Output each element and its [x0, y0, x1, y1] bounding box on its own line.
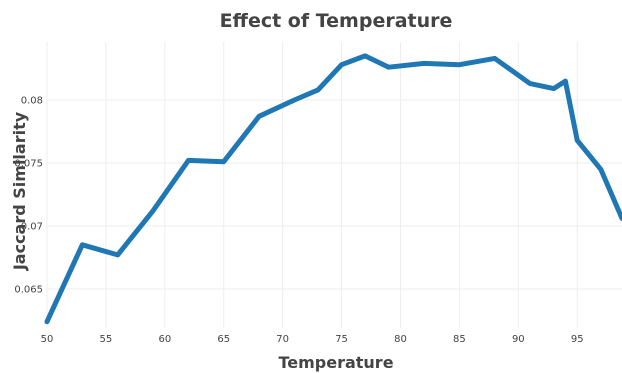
x-tick-label: 85 [453, 334, 466, 345]
horizontal-gridlines [47, 99, 622, 290]
series-line-temperature [44, 53, 622, 325]
x-tick-label: 95 [571, 334, 584, 345]
y-axis-tick-labels: 0.065 0.07 0.075 0.08 [14, 95, 43, 295]
y-tick-label: 0.08 [21, 95, 43, 106]
y-tick-label: 0.075 [14, 158, 43, 169]
x-axis-tick-labels: 50 55 60 65 70 75 80 85 90 95 [41, 334, 584, 345]
x-tick-label: 50 [41, 334, 54, 345]
x-tick-label: 65 [217, 334, 230, 345]
y-axis-title: Jaccard Similarity [10, 111, 29, 271]
x-tick-label: 55 [100, 334, 113, 345]
x-tick-label: 90 [512, 334, 525, 345]
x-tick-label: 80 [394, 334, 407, 345]
vertical-gridlines [46, 42, 578, 328]
x-tick-label: 60 [158, 334, 171, 345]
y-tick-label: 0.065 [14, 284, 43, 295]
x-axis-title: Temperature [278, 353, 393, 372]
y-tick-label: 0.07 [21, 221, 43, 232]
chart-title: Effect of Temperature [220, 10, 453, 32]
x-tick-label: 70 [276, 334, 289, 345]
x-tick-label: 75 [335, 334, 348, 345]
